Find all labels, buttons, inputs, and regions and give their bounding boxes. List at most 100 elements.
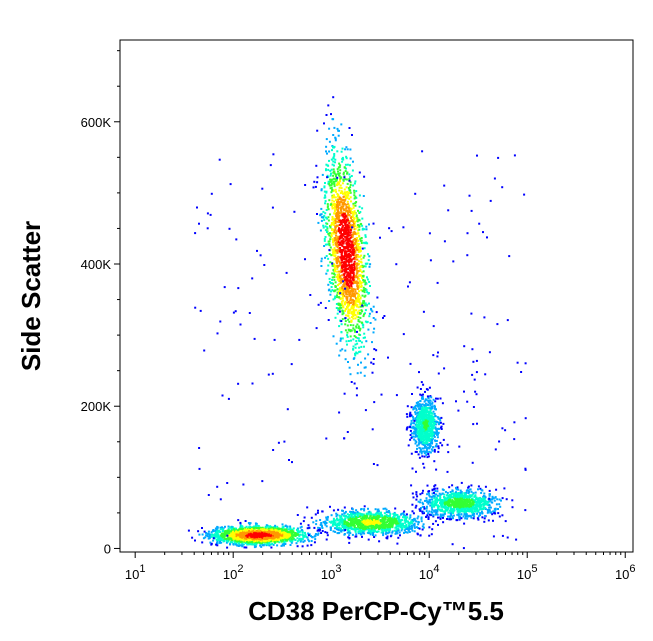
event-dot xyxy=(352,224,355,226)
event-dot xyxy=(336,239,338,242)
event-dot xyxy=(350,515,353,518)
event-dot xyxy=(340,176,343,179)
event-dot xyxy=(332,118,335,121)
event-dot xyxy=(480,504,483,507)
event-dot xyxy=(352,213,355,216)
event-dot xyxy=(330,232,333,235)
event-dot xyxy=(372,515,375,518)
event-dot xyxy=(262,534,265,537)
event-dot xyxy=(351,533,354,536)
event-dot xyxy=(388,518,391,520)
event-dot xyxy=(310,516,313,519)
event-dot xyxy=(350,227,352,229)
event-dot xyxy=(276,544,279,547)
event-dot xyxy=(332,298,335,301)
event-dot xyxy=(362,519,365,522)
event-dot xyxy=(253,546,256,549)
event-dot xyxy=(365,519,368,522)
event-dot xyxy=(434,484,437,487)
event-dot xyxy=(284,525,287,528)
event-dot xyxy=(349,240,352,243)
event-dot xyxy=(332,174,335,177)
event-dot xyxy=(337,303,340,306)
event-dot xyxy=(333,247,336,250)
event-dot xyxy=(287,538,290,541)
event-dot xyxy=(255,529,258,532)
event-dot xyxy=(332,523,334,526)
event-dot xyxy=(235,540,238,542)
event-dot xyxy=(355,268,358,271)
event-dot xyxy=(349,207,352,210)
event-dot xyxy=(341,203,344,206)
event-dot xyxy=(341,304,344,307)
event-dot xyxy=(216,540,219,543)
event-dot xyxy=(268,542,271,545)
event-dot xyxy=(238,538,240,541)
event-dot xyxy=(280,532,283,535)
event-dot xyxy=(356,515,359,518)
event-dot xyxy=(331,178,334,181)
event-dot xyxy=(345,236,348,239)
event-dot xyxy=(353,335,356,337)
event-dot xyxy=(215,534,218,537)
event-dot xyxy=(368,315,371,318)
event-dot xyxy=(317,509,319,512)
event-dot xyxy=(347,314,350,317)
event-dot xyxy=(393,520,396,523)
event-dot xyxy=(350,320,353,323)
event-dot xyxy=(257,533,260,535)
event-dot xyxy=(247,531,250,534)
event-dot xyxy=(287,535,290,538)
event-dot xyxy=(357,239,360,242)
event-dot xyxy=(357,532,360,535)
event-dot xyxy=(343,262,346,265)
event-dot xyxy=(265,539,268,542)
event-dot xyxy=(345,293,348,295)
event-dot xyxy=(420,517,423,520)
event-dot xyxy=(352,204,355,207)
event-dot xyxy=(344,261,347,264)
event-dot xyxy=(342,195,345,198)
event-dot xyxy=(361,522,364,524)
event-dot xyxy=(363,366,366,369)
event-dot xyxy=(296,533,298,535)
event-dot xyxy=(328,253,331,255)
event-dot xyxy=(359,340,362,342)
event-dot xyxy=(354,288,357,291)
event-dot xyxy=(255,527,257,530)
event-dot xyxy=(320,257,323,260)
event-dot xyxy=(355,533,358,536)
event-dot xyxy=(374,519,377,522)
event-dot xyxy=(360,242,363,244)
event-dot xyxy=(372,305,375,308)
event-dot xyxy=(214,529,217,532)
event-dot xyxy=(352,160,354,163)
event-dot xyxy=(392,512,395,515)
event-dot xyxy=(348,366,351,369)
event-dot xyxy=(361,535,363,538)
event-dot xyxy=(349,299,352,302)
event-dot xyxy=(347,239,350,242)
event-dot xyxy=(328,520,331,523)
event-dot xyxy=(448,515,451,518)
event-dot xyxy=(364,283,367,286)
event-dot xyxy=(349,184,352,186)
event-dot xyxy=(333,196,336,199)
event-dot xyxy=(343,527,346,530)
event-dot xyxy=(326,203,329,206)
event-dot xyxy=(343,217,346,220)
event-dot xyxy=(329,226,332,229)
event-dot xyxy=(346,522,349,525)
event-dot xyxy=(375,524,378,527)
event-dot xyxy=(285,536,287,539)
event-dot xyxy=(385,523,388,526)
event-dot xyxy=(395,520,398,523)
event-dot xyxy=(372,331,375,334)
event-dot xyxy=(352,516,354,519)
event-dot xyxy=(207,530,210,533)
event-dot xyxy=(333,126,336,129)
event-dot xyxy=(327,283,330,286)
event-dot xyxy=(285,530,288,532)
event-dot xyxy=(352,300,355,302)
event-dot xyxy=(336,214,339,217)
